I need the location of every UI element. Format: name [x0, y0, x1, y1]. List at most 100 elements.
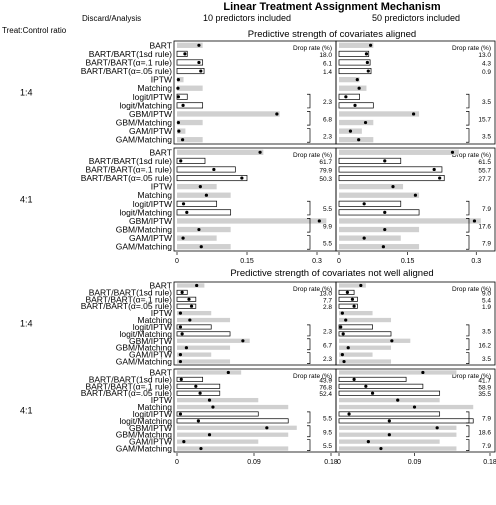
- point-estimate: [362, 236, 366, 240]
- point-estimate: [180, 332, 184, 336]
- drop-rate-value: 6.8: [323, 116, 332, 123]
- drop-bracket: [307, 200, 311, 216]
- method-label: BART/BART(α=.05 rule): [81, 173, 172, 183]
- drop-rate-value: 76.8: [319, 384, 332, 391]
- point-estimate: [341, 332, 345, 336]
- point-estimate: [188, 318, 192, 322]
- drop-rate-value: 15.7: [478, 116, 491, 123]
- drop-rate-value: 2.3: [323, 133, 332, 140]
- gray-bar: [339, 439, 440, 444]
- gray-bar: [339, 310, 373, 316]
- gray-bar: [339, 111, 420, 117]
- open-bar: [176, 324, 212, 330]
- method-label: BART/BART(α=.1 rule): [85, 164, 172, 174]
- drop-rate-value: 6.7: [323, 342, 332, 349]
- open-bar: [338, 324, 373, 330]
- drop-rate-value: 2.3: [323, 99, 332, 106]
- method-label: GAM/IPTW: [129, 233, 172, 243]
- point-estimate: [339, 325, 343, 329]
- drop-rate-value: 17.6: [478, 223, 491, 230]
- open-bar: [176, 296, 197, 302]
- open-bar: [338, 59, 371, 66]
- method-label: GAM/Matching: [116, 357, 172, 367]
- method-label: BART/BART(1sd rule): [89, 49, 172, 59]
- method-label: Matching: [138, 402, 173, 412]
- drop-rate-value: 3.5: [482, 328, 491, 335]
- treat-header: Treat:Control ratio: [2, 26, 67, 35]
- gray-bar: [177, 432, 289, 437]
- method-label: BART/BART(α=.1 rule): [85, 57, 172, 67]
- open-bar: [176, 200, 218, 207]
- point-estimate: [265, 426, 269, 430]
- method-label: GAM/Matching: [116, 135, 172, 145]
- point-estimate: [396, 398, 400, 402]
- drop-rate-header: Drop rate (%): [293, 286, 332, 293]
- point-estimate: [472, 219, 477, 223]
- open-bar: [176, 418, 289, 424]
- point-estimate: [178, 311, 183, 315]
- point-estimate: [346, 346, 350, 350]
- open-bar: [338, 418, 474, 424]
- gray-bar: [177, 404, 289, 410]
- point-estimate: [258, 150, 262, 154]
- gray-bar: [339, 359, 392, 364]
- gray-bar: [339, 85, 367, 91]
- x-tick-label: 0: [337, 258, 341, 265]
- open-bar: [176, 50, 188, 57]
- method-label: BART/BART(α=.1 rule): [85, 381, 172, 391]
- gray-bar: [177, 283, 205, 288]
- drop-rate-value: 0.9: [482, 69, 491, 76]
- drop-bracket: [466, 425, 470, 438]
- open-bar: [338, 200, 402, 207]
- drop-rate-value: 2.3: [323, 356, 332, 363]
- method-label: BART: [149, 367, 172, 377]
- method-label: BART/BART(1sd rule): [89, 374, 172, 384]
- open-bar: [176, 175, 248, 182]
- drop-rate-value: 52.4: [319, 391, 332, 398]
- point-estimate: [197, 227, 201, 232]
- method-label: GAM/IPTW: [129, 350, 172, 360]
- gray-bar: [177, 310, 212, 316]
- method-label: BART: [149, 147, 172, 157]
- gray-bar: [339, 137, 374, 143]
- point-estimate: [368, 43, 373, 47]
- drop-bracket: [307, 93, 311, 109]
- method-label: BART/BART(α=.05 rule): [81, 301, 172, 311]
- open-bar: [176, 102, 204, 109]
- method-label: BART/BART(1sd rule): [89, 156, 172, 166]
- gray-bar: [177, 345, 231, 350]
- gray-bar: [339, 192, 420, 198]
- point-estimate: [181, 103, 185, 107]
- method-label: BART: [149, 40, 172, 50]
- point-estimate: [345, 290, 349, 294]
- drop-bracket: [307, 111, 311, 126]
- point-estimate: [390, 339, 394, 343]
- method-label: GBM/Matching: [116, 430, 172, 440]
- drop-bracket: [466, 439, 470, 451]
- drop-bracket: [307, 338, 311, 351]
- point-estimate: [340, 353, 344, 357]
- point-estimate: [391, 185, 395, 189]
- gray-bar: [177, 192, 231, 198]
- gray-bar: [339, 446, 457, 451]
- gray-bar: [177, 397, 259, 403]
- drop-bracket: [307, 128, 311, 143]
- point-estimate: [365, 60, 369, 65]
- drop-bracket: [307, 218, 311, 233]
- point-estimate: [352, 304, 356, 308]
- point-estimate: [383, 210, 387, 214]
- drop-rate-value: 35.5: [478, 391, 491, 398]
- drop-rate-header: Drop rate (%): [452, 45, 491, 52]
- point-estimate: [359, 283, 363, 288]
- point-estimate: [199, 446, 203, 451]
- open-bar: [176, 411, 259, 417]
- point-estimate: [357, 138, 361, 142]
- open-bar: [338, 175, 445, 182]
- point-estimate: [421, 370, 425, 375]
- gray-bar: [177, 149, 264, 155]
- method-label: IPTW: [151, 182, 172, 192]
- gray-bar: [177, 85, 203, 91]
- point-estimate: [207, 398, 212, 402]
- drop-bracket: [307, 411, 311, 424]
- point-estimate: [435, 426, 439, 430]
